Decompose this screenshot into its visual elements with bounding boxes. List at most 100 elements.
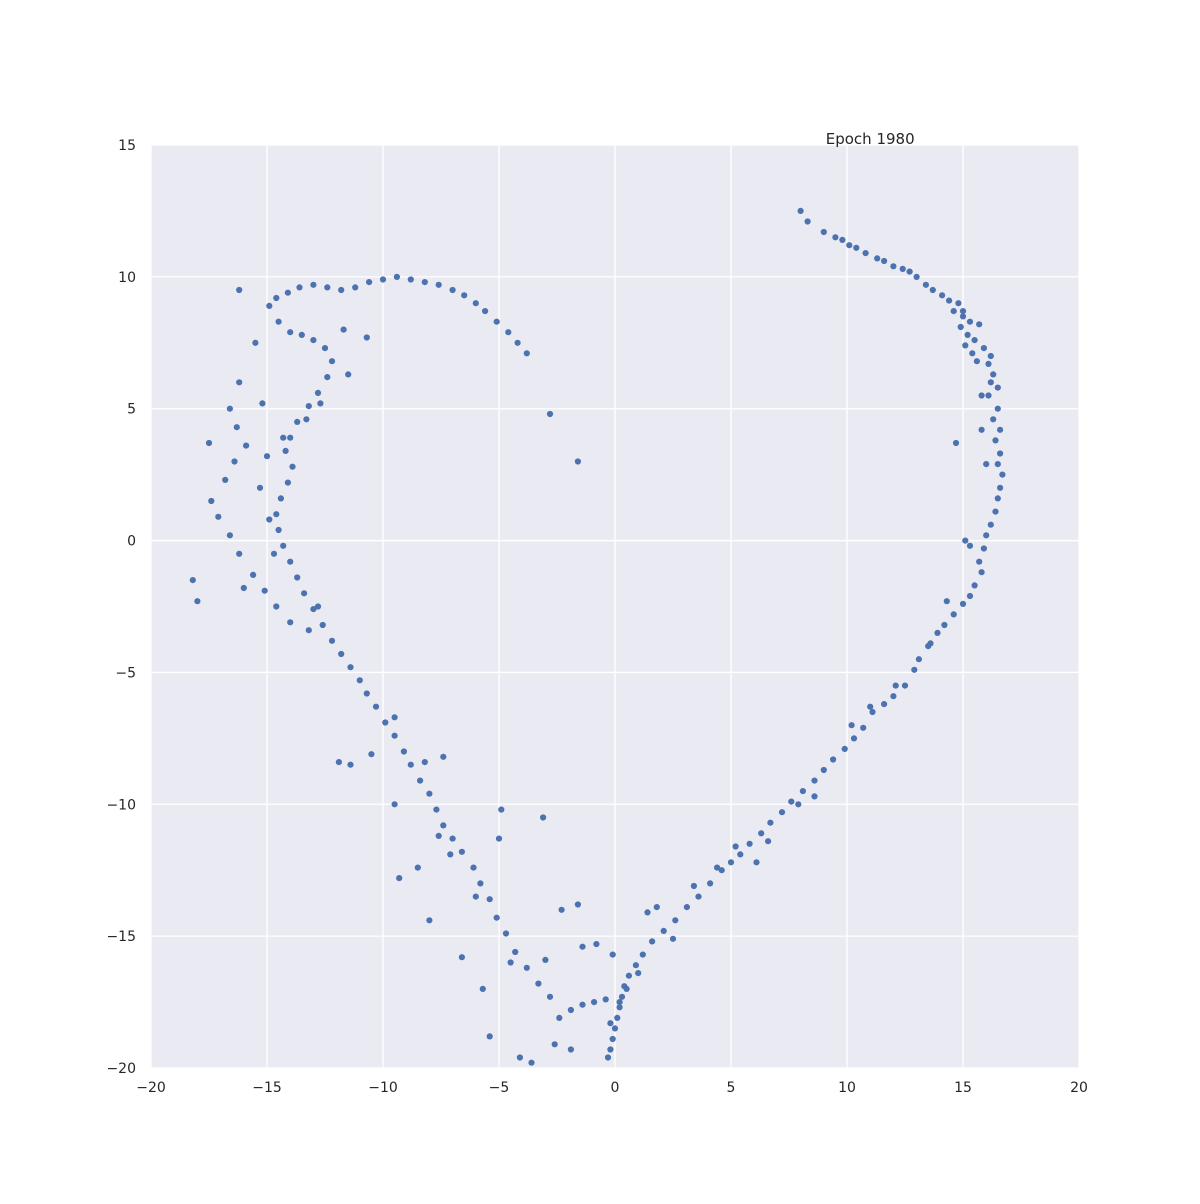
data-point [611, 1025, 619, 1032]
data-point [832, 234, 839, 241]
data-point [447, 851, 454, 858]
data-point [727, 859, 735, 866]
data-point [449, 286, 456, 294]
data-point [890, 693, 897, 700]
data-point [396, 875, 403, 882]
data-point [493, 914, 500, 921]
data-point [707, 880, 714, 887]
data-point [950, 611, 957, 618]
data-point [987, 352, 994, 360]
data-point [514, 339, 521, 346]
data-point [324, 284, 331, 291]
data-point [294, 418, 301, 425]
data-point [609, 1035, 616, 1043]
data-point [669, 935, 677, 942]
data-point [407, 276, 414, 283]
data-point [256, 484, 264, 491]
data-point [959, 308, 967, 315]
data-point [607, 1046, 614, 1053]
data-point [280, 542, 287, 549]
data-point [955, 300, 962, 307]
data-point [853, 244, 860, 251]
data-point [758, 830, 765, 837]
data-point [862, 250, 869, 257]
data-point [391, 714, 398, 721]
data-point [839, 236, 846, 243]
data-point [328, 637, 336, 644]
data-point [901, 682, 909, 689]
data-point [625, 972, 633, 979]
data-point [672, 917, 679, 924]
data-point [906, 268, 913, 275]
data-point [997, 426, 1004, 433]
data-point [811, 777, 818, 784]
data-point [551, 1041, 558, 1048]
data-point [493, 318, 500, 325]
grid-lines [150, 144, 1080, 1069]
data-point [994, 495, 1001, 502]
data-point [574, 901, 582, 908]
data-point [660, 927, 667, 935]
data-point [546, 410, 554, 418]
data-point [985, 392, 992, 399]
data-point [512, 948, 519, 956]
data-point [319, 621, 326, 629]
data-point [461, 292, 468, 299]
data-point [507, 959, 514, 966]
data-point [298, 331, 305, 338]
data-point [435, 832, 442, 840]
data-point [848, 722, 855, 729]
data-point [417, 777, 424, 784]
data-point [915, 656, 923, 663]
data-point [618, 993, 626, 1000]
data-point [324, 374, 331, 381]
data-point [765, 838, 772, 845]
data-point [690, 882, 698, 890]
data-point [985, 360, 992, 367]
data-point [310, 337, 317, 344]
data-point [959, 313, 967, 320]
y-tick-label: −20 [106, 1061, 136, 1077]
data-point [999, 471, 1006, 478]
data-point [994, 461, 1001, 468]
data-point [962, 342, 969, 349]
data-point [978, 569, 985, 576]
data-point [788, 798, 795, 805]
data-point [477, 880, 484, 887]
data-point [635, 970, 642, 977]
data-point [189, 577, 196, 584]
data-point [287, 558, 294, 565]
data-point [523, 964, 530, 971]
data-point [287, 434, 294, 441]
data-point [957, 323, 964, 331]
data-point [797, 207, 804, 214]
data-point [542, 956, 549, 964]
data-point [310, 281, 317, 288]
data-point [939, 292, 946, 299]
data-point [328, 358, 336, 365]
data-point [277, 495, 284, 502]
data-point [546, 993, 554, 1000]
x-tick-label: −10 [368, 1080, 398, 1096]
data-point [616, 1004, 623, 1011]
data-point [927, 640, 934, 647]
data-point [567, 1006, 575, 1014]
data-point [266, 516, 273, 523]
data-point [966, 542, 974, 549]
data-point [366, 279, 373, 286]
data-point [579, 1001, 586, 1008]
x-tick-label: −20 [136, 1080, 166, 1096]
data-point [964, 331, 971, 338]
data-point [639, 951, 646, 958]
data-point [540, 814, 547, 821]
data-point [440, 822, 447, 829]
x-tick-label: 15 [954, 1080, 972, 1096]
data-point [969, 350, 976, 357]
data-point [289, 463, 296, 470]
data-point [992, 437, 999, 444]
data-point [301, 590, 308, 597]
data-point [458, 954, 465, 961]
data-point [215, 513, 222, 520]
data-point [602, 996, 609, 1003]
data-point [913, 273, 920, 280]
